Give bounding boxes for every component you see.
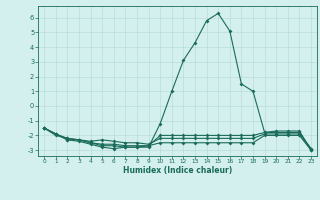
X-axis label: Humidex (Indice chaleur): Humidex (Indice chaleur)	[123, 166, 232, 175]
